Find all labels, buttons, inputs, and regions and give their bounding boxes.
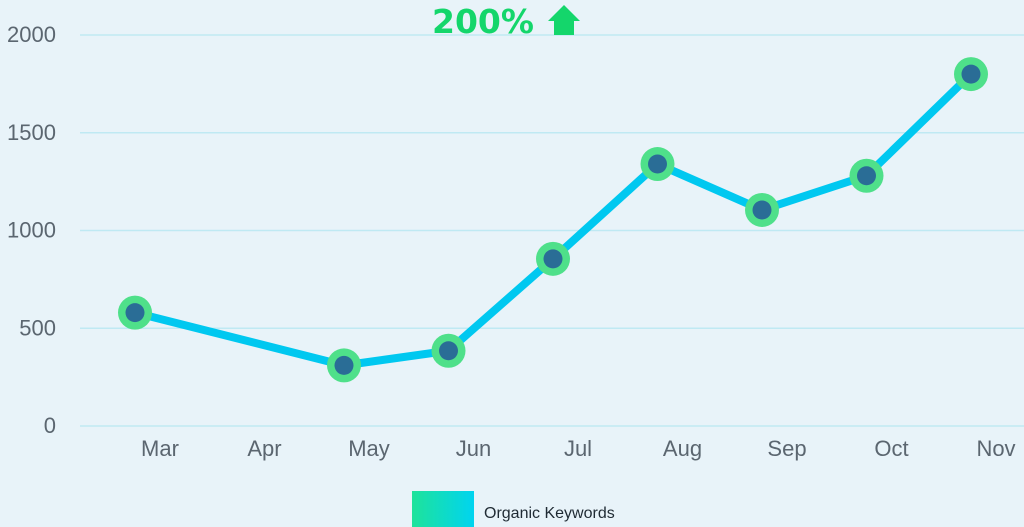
y-tick-label-2000: 2000 <box>7 22 56 47</box>
marker-dot <box>648 154 667 174</box>
gridlines <box>80 34 1024 427</box>
marker-dot <box>334 355 354 375</box>
marker-dot <box>439 341 458 361</box>
y-tick-label-1000: 1000 <box>7 218 56 243</box>
y-tick-label-0: 0 <box>44 413 56 438</box>
legend-swatch <box>412 491 474 527</box>
marker-dot <box>752 200 772 220</box>
x-tick-label-mar: Mar <box>141 436 179 461</box>
x-axis-ticks: Mar Apr May Jun Jul Aug Sep Oct Nov <box>141 436 1016 461</box>
up-arrow-icon <box>548 5 580 35</box>
y-tick-label-1500: 1500 <box>7 120 56 145</box>
marker-dot <box>543 249 563 269</box>
series-line <box>131 70 975 370</box>
data-point-sep <box>745 192 779 227</box>
legend-label: Organic Keywords <box>484 505 615 522</box>
data-point-jul <box>536 241 570 276</box>
growth-badge: 200% <box>432 2 580 41</box>
series-organic-keywords <box>118 57 988 383</box>
x-tick-label-may: May <box>348 436 390 461</box>
x-tick-label-aug: Aug <box>663 436 702 461</box>
x-tick-label-jun: Jun <box>456 436 491 461</box>
growth-badge-label: 200% <box>432 2 534 41</box>
x-tick-label-oct: Oct <box>874 436 908 461</box>
data-point-oct <box>849 158 884 193</box>
y-tick-label-500: 500 <box>19 315 56 340</box>
x-tick-label-apr: Apr <box>247 436 281 461</box>
marker-dot <box>125 303 145 323</box>
x-tick-label-sep: Sep <box>767 436 806 461</box>
data-point-mar <box>118 295 152 330</box>
data-point-may <box>327 348 361 383</box>
data-point-aug <box>640 147 675 182</box>
data-point-nov <box>954 57 988 92</box>
y-axis-ticks: 0 500 1000 1500 2000 <box>7 22 56 438</box>
data-point-jun <box>431 333 466 368</box>
x-tick-label-nov: Nov <box>976 436 1015 461</box>
marker-dot <box>857 166 876 186</box>
marker-dot <box>961 64 981 84</box>
x-tick-label-jul: Jul <box>564 436 592 461</box>
legend: Organic Keywords <box>412 491 615 527</box>
